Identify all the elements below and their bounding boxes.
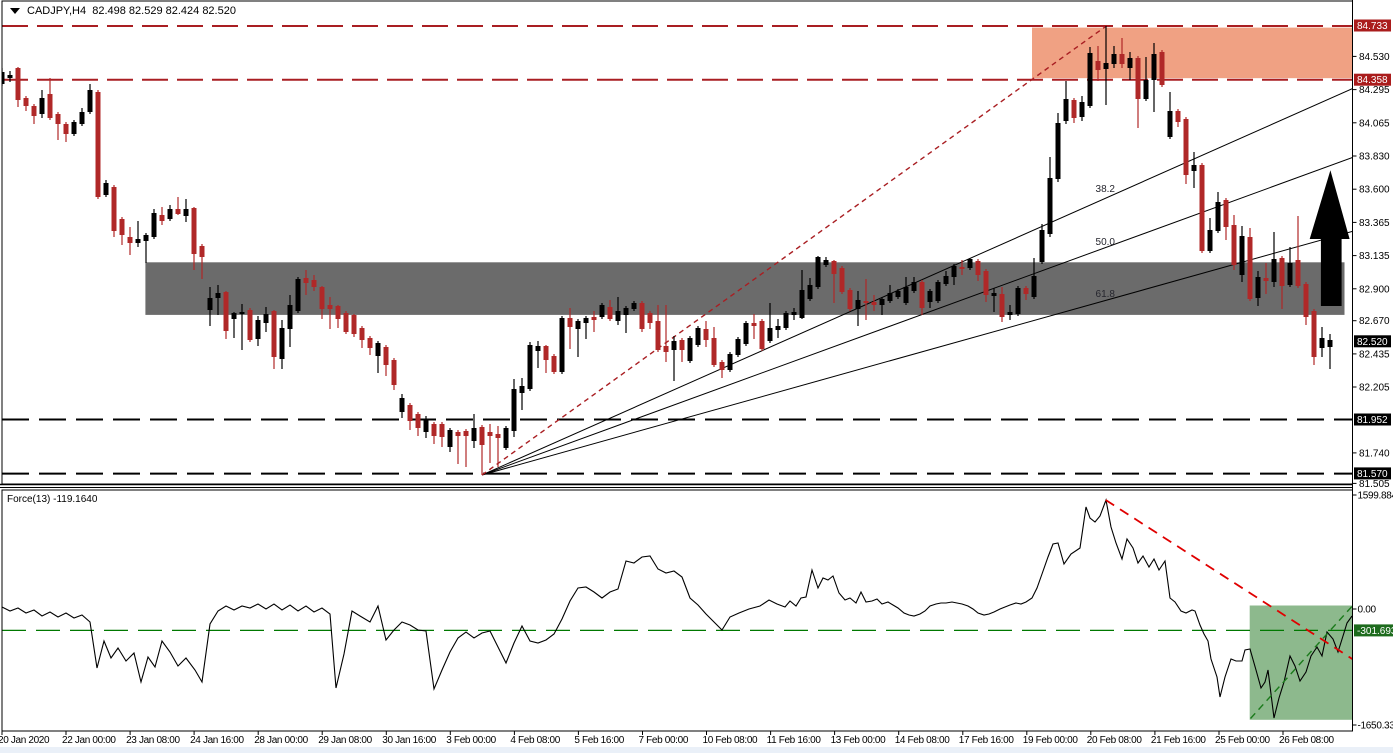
svg-text:22 Jan 00:00: 22 Jan 00:00	[62, 735, 116, 746]
svg-text:84.295: 84.295	[1359, 85, 1390, 96]
svg-text:4 Feb 08:00: 4 Feb 08:00	[510, 735, 560, 746]
svg-text:83.365: 83.365	[1359, 218, 1390, 229]
svg-text:-301.693: -301.693	[1357, 626, 1393, 637]
svg-text:10 Feb 08:00: 10 Feb 08:00	[703, 735, 759, 746]
svg-text:13 Feb 00:00: 13 Feb 00:00	[831, 735, 887, 746]
svg-text:23 Jan 08:00: 23 Jan 08:00	[126, 735, 180, 746]
svg-text:28 Jan 00:00: 28 Jan 00:00	[254, 735, 308, 746]
svg-text:CADJPY,H4 82.498 82.529 82.42: CADJPY,H4 82.498 82.529 82.424 82.520	[27, 5, 236, 17]
svg-text:82.435: 82.435	[1359, 349, 1390, 360]
svg-text:14 Feb 08:00: 14 Feb 08:00	[895, 735, 951, 746]
svg-text:61.8: 61.8	[1096, 289, 1116, 300]
svg-text:24 Jan 16:00: 24 Jan 16:00	[190, 735, 244, 746]
svg-text:Force(13) -119.1640: Force(13) -119.1640	[7, 494, 98, 505]
svg-text:20 Jan 2020: 20 Jan 2020	[0, 735, 50, 746]
svg-text:83.830: 83.830	[1359, 152, 1390, 163]
svg-text:19 Feb 00:00: 19 Feb 00:00	[1023, 735, 1079, 746]
svg-text:84.530: 84.530	[1359, 52, 1390, 63]
svg-text:81.740: 81.740	[1359, 448, 1390, 459]
svg-text:83.135: 83.135	[1359, 251, 1390, 262]
svg-text:82.205: 82.205	[1359, 383, 1390, 394]
svg-text:30 Jan 16:00: 30 Jan 16:00	[382, 735, 436, 746]
svg-text:81.952: 81.952	[1357, 415, 1388, 426]
svg-text:38.2: 38.2	[1096, 184, 1116, 195]
svg-text:84.065: 84.065	[1359, 118, 1390, 129]
svg-text:7 Feb 00:00: 7 Feb 00:00	[639, 735, 689, 746]
svg-text:1599.884: 1599.884	[1358, 491, 1393, 502]
svg-text:29 Jan 08:00: 29 Jan 08:00	[318, 735, 372, 746]
svg-text:26 Feb 08:00: 26 Feb 08:00	[1279, 735, 1335, 746]
svg-text:20 Feb 08:00: 20 Feb 08:00	[1087, 735, 1143, 746]
svg-text:82.670: 82.670	[1359, 316, 1390, 327]
svg-text:-1650.33: -1650.33	[1358, 721, 1393, 732]
svg-text:82.520: 82.520	[1357, 337, 1388, 348]
svg-text:0.00: 0.00	[1358, 605, 1377, 616]
svg-text:84.358: 84.358	[1357, 75, 1388, 86]
svg-text:11 Feb 16:00: 11 Feb 16:00	[767, 735, 822, 746]
svg-text:5 Feb 16:00: 5 Feb 16:00	[574, 735, 624, 746]
svg-text:81.570: 81.570	[1357, 469, 1388, 480]
svg-text:82.900: 82.900	[1359, 284, 1390, 295]
svg-text:84.733: 84.733	[1357, 21, 1388, 32]
svg-text:17 Feb 16:00: 17 Feb 16:00	[959, 735, 1015, 746]
svg-text:83.600: 83.600	[1359, 185, 1390, 196]
svg-text:50.0: 50.0	[1096, 237, 1116, 248]
svg-text:3 Feb 00:00: 3 Feb 00:00	[446, 735, 496, 746]
svg-text:81.505: 81.505	[1359, 479, 1390, 490]
svg-text:25 Feb 00:00: 25 Feb 00:00	[1215, 735, 1271, 746]
svg-text:21 Feb 16:00: 21 Feb 16:00	[1151, 735, 1207, 746]
